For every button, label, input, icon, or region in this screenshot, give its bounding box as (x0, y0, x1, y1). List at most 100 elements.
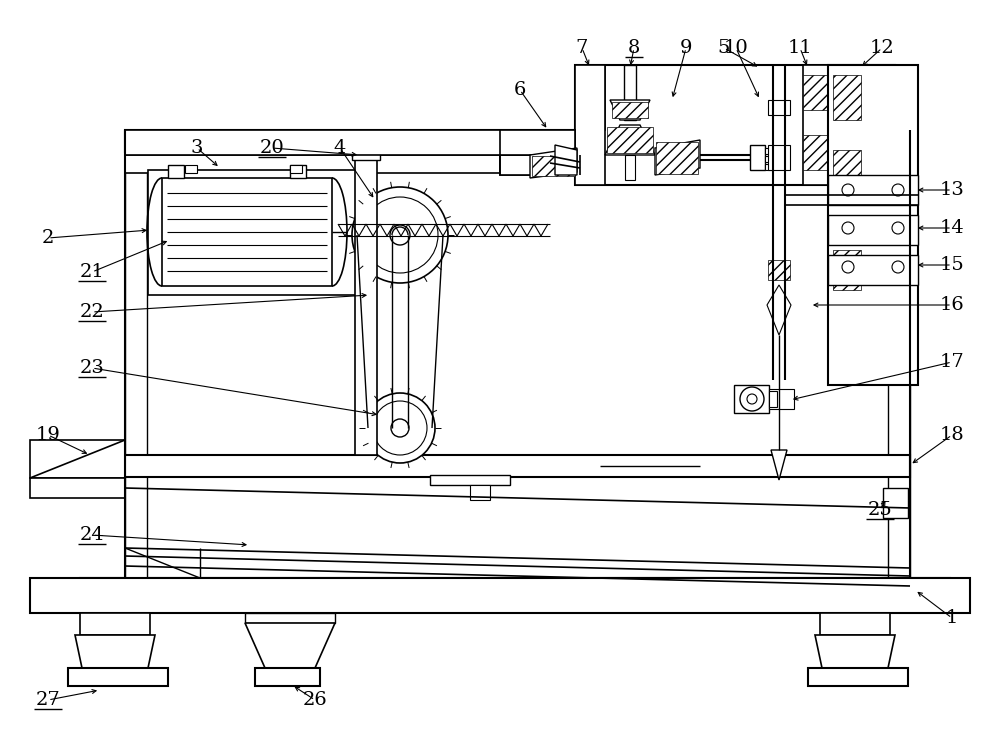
Circle shape (352, 187, 448, 283)
Text: 22: 22 (80, 303, 104, 321)
Polygon shape (30, 440, 125, 478)
Text: 21: 21 (80, 263, 104, 281)
Polygon shape (815, 635, 895, 668)
Bar (125, 130, 910, 152)
Text: 27: 27 (36, 691, 60, 709)
Bar (430, 475, 510, 485)
Text: 13: 13 (940, 181, 964, 199)
Bar (30, 578, 970, 613)
Polygon shape (655, 140, 700, 175)
Bar (656, 142, 698, 174)
Text: 7: 7 (576, 39, 588, 57)
Bar (734, 385, 769, 413)
Bar (185, 165, 197, 173)
Bar (125, 130, 147, 580)
Polygon shape (245, 623, 335, 668)
Polygon shape (75, 635, 155, 668)
Bar (168, 165, 184, 178)
Polygon shape (555, 145, 577, 175)
Bar (833, 75, 861, 120)
Text: 3: 3 (191, 139, 203, 157)
Bar (125, 455, 910, 477)
Text: 15: 15 (940, 256, 964, 274)
Bar (290, 165, 302, 173)
Text: 17: 17 (940, 353, 964, 371)
Bar (828, 255, 918, 285)
Text: 6: 6 (514, 81, 526, 99)
Text: 24: 24 (80, 526, 104, 544)
Bar (828, 65, 918, 385)
Bar (803, 65, 828, 185)
Text: 12: 12 (870, 39, 894, 57)
Bar (575, 65, 895, 185)
Text: 25: 25 (868, 501, 892, 519)
Polygon shape (767, 285, 791, 335)
Text: 23: 23 (80, 359, 104, 377)
Bar (148, 170, 368, 295)
Text: 14: 14 (940, 219, 964, 237)
Circle shape (842, 261, 854, 273)
Bar (575, 65, 605, 130)
Bar (808, 668, 908, 686)
Text: 4: 4 (334, 139, 346, 157)
Bar (833, 250, 861, 290)
Circle shape (892, 222, 904, 234)
Text: 2: 2 (42, 229, 54, 247)
Bar (769, 391, 777, 407)
Bar (290, 165, 306, 178)
Bar (888, 130, 910, 580)
Bar (255, 668, 320, 686)
Bar (612, 102, 648, 118)
Bar (500, 130, 580, 175)
Bar (125, 155, 910, 173)
Text: 10: 10 (724, 39, 748, 57)
Bar (803, 135, 828, 170)
Bar (80, 613, 150, 635)
Text: 26: 26 (303, 691, 327, 709)
Bar (68, 668, 168, 686)
Bar (883, 488, 908, 518)
Circle shape (842, 222, 854, 234)
Polygon shape (530, 148, 577, 178)
Bar (765, 148, 773, 154)
Polygon shape (605, 125, 655, 155)
Text: 1: 1 (946, 609, 958, 627)
Polygon shape (610, 100, 650, 120)
Bar (765, 164, 773, 170)
Bar (30, 478, 125, 498)
Bar (765, 156, 773, 162)
Polygon shape (771, 450, 787, 480)
Bar (750, 145, 765, 170)
Bar (575, 65, 605, 185)
Bar (80, 578, 950, 610)
Bar (352, 148, 380, 160)
Bar (768, 145, 790, 170)
Bar (769, 389, 794, 409)
Circle shape (365, 393, 435, 463)
Text: 8: 8 (628, 39, 640, 57)
Circle shape (391, 419, 409, 437)
Circle shape (373, 401, 427, 455)
Bar (768, 260, 790, 280)
Text: 5: 5 (718, 39, 730, 57)
Bar (833, 150, 861, 190)
Bar (828, 175, 918, 205)
Circle shape (842, 184, 854, 196)
Bar (355, 155, 377, 455)
Circle shape (390, 225, 410, 245)
Bar (625, 155, 635, 180)
Bar (532, 156, 575, 176)
Text: 18: 18 (940, 426, 964, 444)
Bar (768, 100, 790, 115)
Text: 11: 11 (788, 39, 812, 57)
Bar (624, 65, 636, 120)
Text: 9: 9 (680, 39, 692, 57)
Text: 20: 20 (260, 139, 284, 157)
Text: 19: 19 (36, 426, 60, 444)
Bar (828, 215, 918, 245)
Circle shape (740, 387, 764, 411)
Bar (500, 155, 580, 175)
Circle shape (747, 394, 757, 404)
Circle shape (362, 197, 438, 273)
Circle shape (892, 184, 904, 196)
